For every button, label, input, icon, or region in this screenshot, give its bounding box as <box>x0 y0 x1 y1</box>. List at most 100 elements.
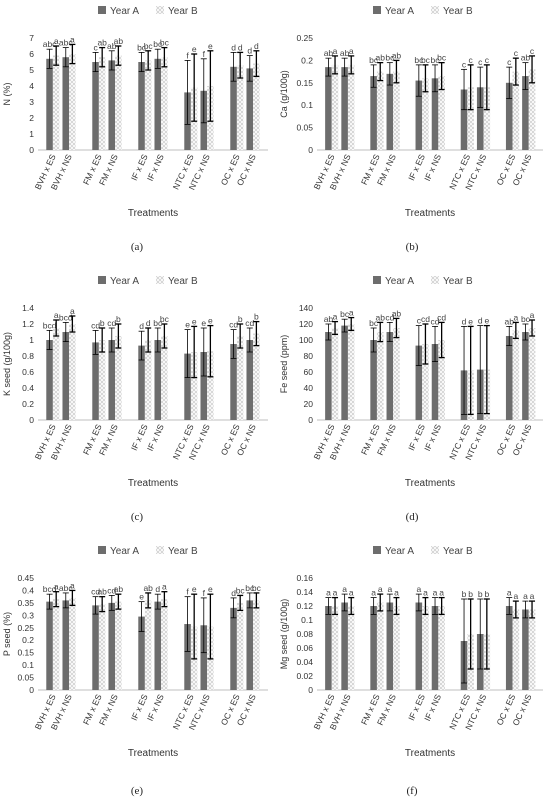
bar-year-b <box>144 340 152 420</box>
bar-year-b <box>236 602 244 690</box>
y-tick-label: 0.2 <box>22 635 34 645</box>
bar-year-b <box>69 54 76 150</box>
bar-year-a <box>386 73 394 150</box>
panel-label: (c) <box>131 511 144 523</box>
legend-label: Year A <box>110 546 139 557</box>
bar-year-a <box>370 340 377 420</box>
bar-year-b <box>331 64 339 150</box>
legend-swatch-year-b <box>431 546 439 554</box>
y-tick-label: 0 <box>29 415 34 425</box>
y-tick-label: 0.2 <box>22 399 34 409</box>
y-tick-label: 40 <box>304 383 314 393</box>
significance-letter: e <box>208 316 213 326</box>
chart-panel-b: Year A Year B 0 0.05 0.1 0.15 0.2 0.25 Ca (g/100… <box>279 6 543 253</box>
significance-letter: c <box>530 46 535 56</box>
y-tick-label: 0.3 <box>22 610 34 620</box>
significance-letter: a <box>70 580 75 590</box>
bar-year-b <box>98 57 106 151</box>
y-tick-label: 0.05 <box>296 123 313 133</box>
significance-letter: b <box>484 589 489 599</box>
y-tick-label: 1 <box>29 335 34 345</box>
significance-letter: a <box>523 591 528 601</box>
y-tick-label: 80 <box>304 351 314 361</box>
significance-letter: ab <box>521 53 531 63</box>
significance-letter: a <box>349 308 354 318</box>
bar-year-b <box>253 600 260 690</box>
significance-letter: ab <box>143 583 153 593</box>
significance-letter: bc <box>153 318 163 328</box>
legend-label: Year A <box>385 6 414 17</box>
y-tick-label: 0.1 <box>301 100 313 110</box>
legend-swatch-year-b <box>156 546 164 554</box>
bar-year-a <box>138 345 145 420</box>
bar-year-a <box>415 80 423 150</box>
significance-letter: ab <box>324 48 334 58</box>
significance-letter: bc <box>236 585 246 595</box>
bar-year-b <box>528 69 536 150</box>
bar-year-b <box>98 604 106 690</box>
panel-label: (f) <box>407 785 418 797</box>
significance-letter: d <box>231 42 236 52</box>
significance-letter: d <box>139 321 144 331</box>
bar-year-b <box>115 55 122 150</box>
significance-letter: b <box>462 589 467 599</box>
y-tick-label: 0.2 <box>301 55 313 65</box>
bar-year-a <box>92 62 99 150</box>
bar-year-a <box>154 58 162 150</box>
legend-swatch-year-a <box>98 276 106 284</box>
bar-year-a <box>370 76 377 150</box>
significance-letter: cd <box>91 320 100 330</box>
y-tick-label: 0 <box>308 415 313 425</box>
significance-letter: bc <box>137 42 147 52</box>
y-axis-label: P seed (%) <box>2 612 12 656</box>
significance-letter: a <box>349 46 354 56</box>
bar-year-a <box>108 340 116 420</box>
significance-letter: d <box>254 41 259 51</box>
bar-year-a <box>505 606 513 690</box>
bar-year-b <box>347 324 355 420</box>
x-axis-title: Treatments <box>128 748 178 759</box>
bar-year-b <box>115 336 122 420</box>
legend-swatch-year-b <box>156 6 164 14</box>
significance-letter: bcd <box>43 320 57 330</box>
bar-year-a <box>246 340 254 420</box>
significance-letter: e <box>208 41 213 51</box>
bar-year-a <box>62 600 70 690</box>
significance-letter: cd <box>107 585 116 595</box>
bar-year-a <box>46 340 53 420</box>
bar-year-b <box>512 330 520 420</box>
bar-year-b <box>144 60 152 150</box>
significance-letter: a <box>513 312 518 322</box>
bar-year-b <box>190 352 198 420</box>
significance-letter: b <box>254 312 259 322</box>
y-axis-label: N (%) <box>2 83 12 106</box>
y-tick-label: 2 <box>29 113 34 123</box>
significance-letter: ab <box>376 312 386 322</box>
significance-letter: d <box>146 318 151 328</box>
y-tick-label: 0 <box>29 145 34 155</box>
bar-year-a <box>341 325 348 420</box>
bar-year-a <box>431 78 439 150</box>
y-tick-label: 5 <box>29 65 34 75</box>
significance-letter: e <box>468 316 473 326</box>
bar-year-b <box>512 71 520 150</box>
significance-letter: d <box>478 316 483 326</box>
y-tick-label: 4 <box>29 81 34 91</box>
significance-letter: b <box>116 314 121 324</box>
significance-letter: c <box>485 55 490 65</box>
bar-year-a <box>246 600 254 690</box>
bar-year-a <box>108 602 116 690</box>
y-tick-label: 1 <box>29 129 34 139</box>
significance-letter: bcd <box>43 584 57 594</box>
bar-year-b <box>438 606 445 690</box>
significance-letter: cd <box>421 314 430 324</box>
significance-letter: d <box>155 584 160 594</box>
bar-year-a <box>431 344 439 420</box>
y-tick-label: 0.4 <box>22 585 34 595</box>
significance-letter: ab <box>97 38 107 48</box>
legend-swatch-year-a <box>373 6 381 14</box>
bar-year-a <box>108 60 116 150</box>
chart-panel-e: Year A Year B 0 0.05 0.1 0.15 0.2 0.25 0.3 0.35 0.… <box>2 546 268 797</box>
bar-year-b <box>115 601 122 690</box>
bar-year-b <box>422 344 429 420</box>
